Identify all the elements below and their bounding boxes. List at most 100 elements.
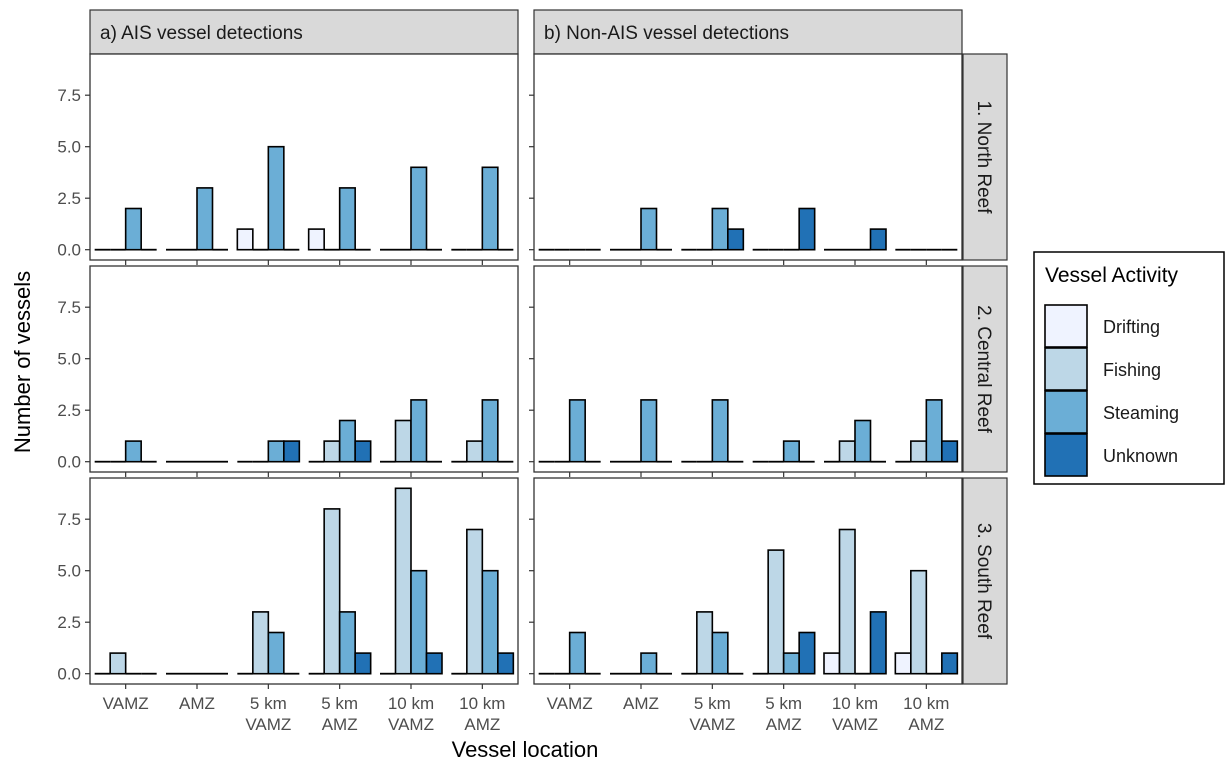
bar <box>466 440 484 463</box>
y-tick-label: 2.5 <box>57 401 81 420</box>
x-tick-label: AMZ <box>464 715 500 734</box>
x-tick-label: 5 km <box>321 694 358 713</box>
facet-strip-column: a) AIS vessel detections <box>89 9 519 55</box>
bar <box>338 419 356 463</box>
bar <box>307 228 325 251</box>
bar <box>696 611 714 675</box>
bar <box>109 652 127 675</box>
bar <box>941 440 959 463</box>
y-tick-label: 0.0 <box>57 665 81 684</box>
y-tick-label: 7.5 <box>57 298 81 317</box>
x-tick-label: VAMZ <box>689 715 735 734</box>
bar <box>410 166 428 251</box>
legend: Vessel Activity Drifting Fishing Steaming Un… <box>1033 251 1225 485</box>
y-tick-label: 5.0 <box>57 562 81 581</box>
legend-label: Unknown <box>1103 446 1178 466</box>
x-tick-label: 5 km <box>250 694 287 713</box>
facet-strip-row: 3. South Reef <box>962 477 1008 685</box>
bar <box>894 652 912 675</box>
x-tick-label: AMZ <box>179 694 215 713</box>
chart-panel: 0.0 2.5 5.0 7.5 <box>57 53 519 265</box>
bar <box>267 440 285 463</box>
bar <box>410 399 428 463</box>
bar <box>941 652 959 675</box>
strip-background <box>533 9 963 55</box>
bar <box>568 399 586 463</box>
x-tick-label: 10 km <box>388 694 434 713</box>
bar <box>727 228 745 251</box>
facet-row-label: 1. North Reef <box>973 101 994 215</box>
panel-background <box>90 266 518 472</box>
bar <box>394 487 412 675</box>
facet-column-label: b) Non-AIS vessel detections <box>544 23 789 44</box>
bar <box>767 549 785 675</box>
bar <box>323 440 341 463</box>
x-tick-label: 10 km <box>459 694 505 713</box>
bar <box>338 187 356 251</box>
bar <box>869 611 887 675</box>
panel-border <box>89 53 519 261</box>
bar <box>354 652 372 675</box>
legend-swatch <box>1044 304 1088 348</box>
x-tick-label: 10 km <box>832 694 878 713</box>
bar <box>323 508 341 675</box>
bar <box>267 145 285 251</box>
bar <box>283 440 301 463</box>
strip-background <box>962 53 1008 261</box>
x-tick-label: AMZ <box>623 694 659 713</box>
x-tick-label: VAMZ <box>388 715 434 734</box>
bar <box>869 228 887 251</box>
y-tick-label: 2.5 <box>57 189 81 208</box>
bar <box>910 440 928 463</box>
facet-strip-column: b) Non-AIS vessel detections <box>533 9 963 55</box>
bar <box>497 652 515 675</box>
strip-background <box>962 477 1008 685</box>
strip-background <box>89 9 519 55</box>
strip-background <box>962 265 1008 473</box>
y-tick-label: 7.5 <box>57 86 81 105</box>
facet-strip-row: 1. North Reef <box>962 53 1008 261</box>
panel-border <box>533 265 963 473</box>
x-tick-label: AMZ <box>908 715 944 734</box>
bar <box>568 631 586 675</box>
bar <box>838 528 856 675</box>
chart-panel: 0.0 2.5 5.0 7.5 <box>57 477 519 689</box>
bar <box>481 166 499 251</box>
panel-border <box>89 477 519 685</box>
y-tick-label: 0.0 <box>57 453 81 472</box>
bar <box>854 419 872 463</box>
bar <box>925 399 943 463</box>
panel-background <box>90 478 518 684</box>
y-tick-label: 5.0 <box>57 350 81 369</box>
y-axis-title: Number of vessels <box>10 271 35 453</box>
bar <box>466 528 484 675</box>
x-tick-label: 10 km <box>903 694 949 713</box>
y-tick-label: 2.5 <box>57 613 81 632</box>
bar <box>394 419 412 463</box>
bar <box>640 207 658 251</box>
bar <box>798 631 816 675</box>
bar <box>823 652 841 675</box>
facet-row-label: 2. Central Reef <box>973 305 994 434</box>
x-tick-label: VAMZ <box>547 694 593 713</box>
y-tick-label: 5.0 <box>57 138 81 157</box>
y-tick-label: 7.5 <box>57 510 81 529</box>
bar <box>782 652 800 675</box>
chart-panel <box>529 53 963 265</box>
bar <box>236 228 254 251</box>
x-tick-label: VAMZ <box>103 694 149 713</box>
panel-background <box>534 478 962 684</box>
bar <box>196 187 214 251</box>
legend-title: Vessel Activity <box>1045 264 1179 287</box>
bar <box>711 207 729 251</box>
bar <box>338 611 356 675</box>
bar <box>640 652 658 675</box>
panel-border <box>533 53 963 261</box>
panel-background <box>534 54 962 260</box>
facet-strip-row: 2. Central Reef <box>962 265 1008 473</box>
panel-background <box>90 54 518 260</box>
bar <box>711 399 729 463</box>
y-tick-label: 0.0 <box>57 241 81 260</box>
legend-swatch <box>1044 347 1088 391</box>
